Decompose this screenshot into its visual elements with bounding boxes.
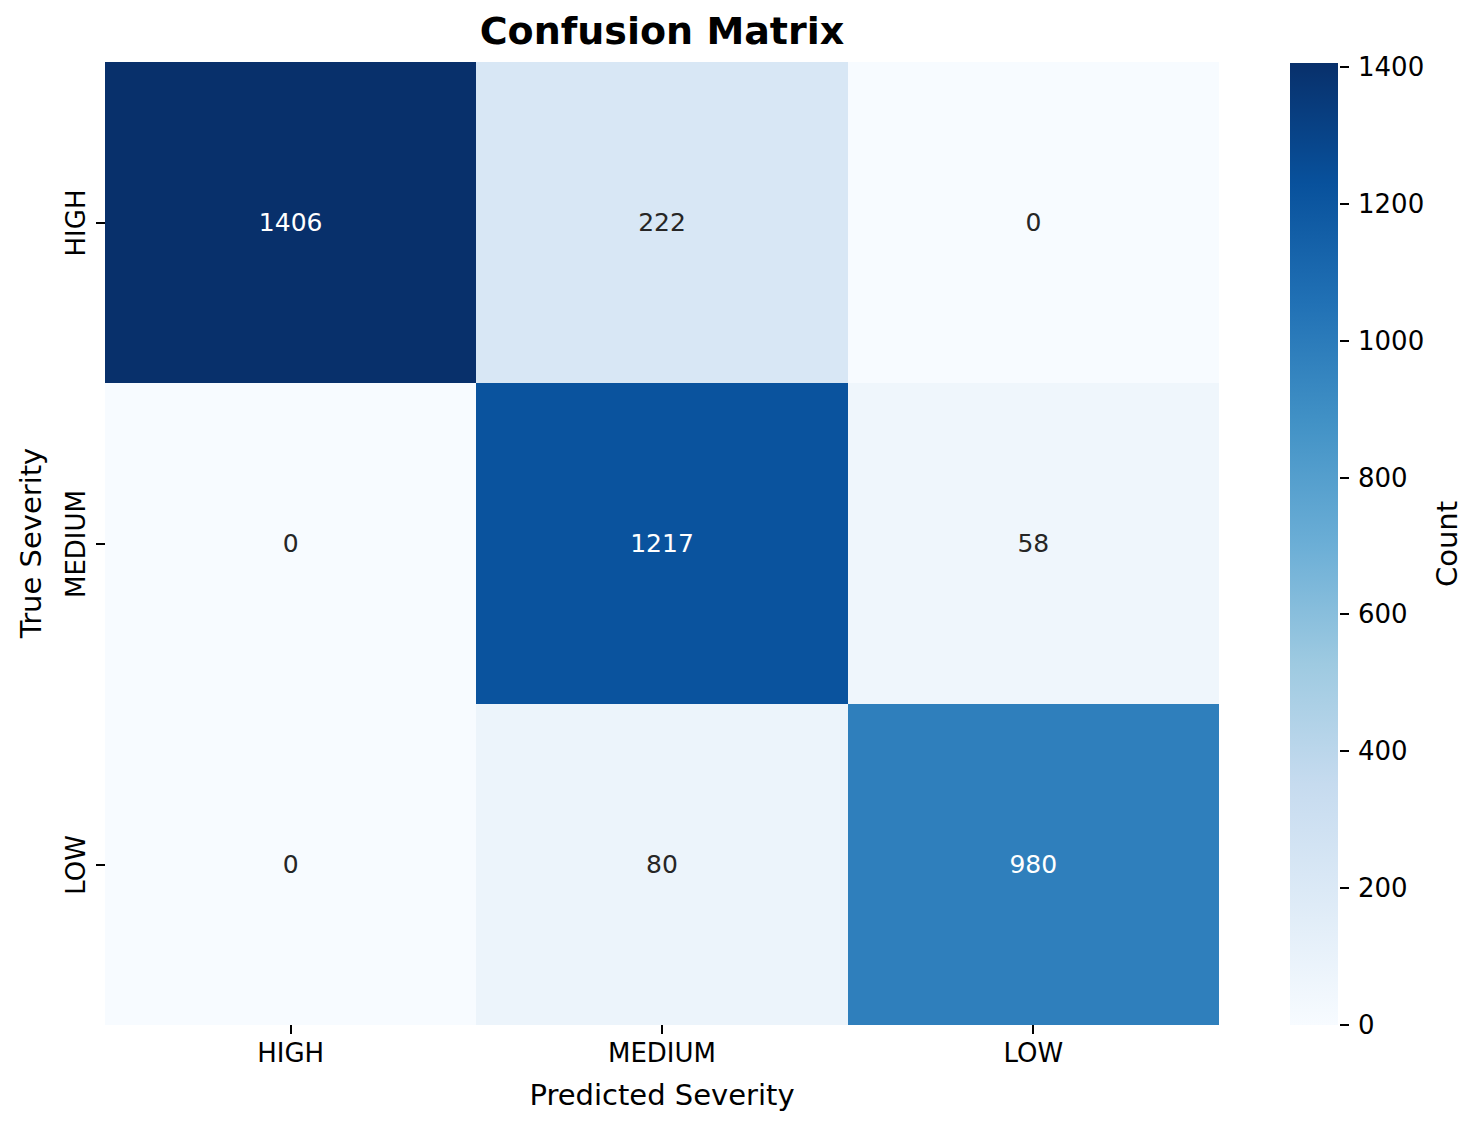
heatmap-cell-medium-high: 0: [105, 383, 476, 704]
colorbar-tick-mark: [1340, 203, 1349, 205]
chart-title: Confusion Matrix: [105, 9, 1219, 55]
colorbar-tick-label: 1000: [1358, 326, 1424, 356]
colorbar-tick-mark: [1340, 340, 1349, 342]
colorbar-tick-mark: [1340, 1024, 1349, 1026]
x-tick-label-low: LOW: [1003, 1038, 1063, 1069]
colorbar-tick-mark: [1340, 887, 1349, 889]
confusion-matrix-figure: Confusion Matrix 1406 222 0 0 1217 58 0 …: [0, 0, 1479, 1132]
heatmap-cell-high-low: 0: [848, 62, 1219, 383]
x-tick-label-high: HIGH: [257, 1038, 324, 1069]
y-axis-label: True Severity: [14, 448, 48, 639]
heatmap-grid: 1406 222 0 0 1217 58 0 80 980: [105, 62, 1219, 1025]
heatmap-cell-low-low: 980: [848, 704, 1219, 1025]
heatmap-cell-low-medium: 80: [476, 704, 847, 1025]
heatmap-cell-medium-medium: 1217: [476, 383, 847, 704]
y-tick-mark: [96, 543, 105, 545]
x-tick-label-medium: MEDIUM: [608, 1038, 716, 1069]
colorbar-tick-label: 800: [1358, 463, 1408, 493]
colorbar-tick-label: 1400: [1358, 52, 1424, 82]
heatmap-cell-low-high: 0: [105, 704, 476, 1025]
y-tick-label-high: HIGH: [61, 189, 91, 256]
colorbar-tick-mark: [1340, 66, 1349, 68]
colorbar-tick-label: 600: [1358, 599, 1408, 629]
colorbar-tick-label: 0: [1358, 1010, 1375, 1040]
heatmap-cell-high-medium: 222: [476, 62, 847, 383]
colorbar-tick-label: 400: [1358, 736, 1408, 766]
heatmap-cell-medium-low: 58: [848, 383, 1219, 704]
colorbar-tick-mark: [1340, 477, 1349, 479]
colorbar-gradient: [1290, 63, 1338, 1025]
x-tick-mark: [290, 1025, 292, 1034]
heatmap-cell-high-high: 1406: [105, 62, 476, 383]
colorbar-label: Count: [1430, 501, 1464, 587]
y-tick-label-low: LOW: [61, 835, 91, 895]
y-tick-mark: [96, 222, 105, 224]
colorbar-tick-mark: [1340, 613, 1349, 615]
x-tick-mark: [1032, 1025, 1034, 1034]
colorbar-tick-label: 200: [1358, 873, 1408, 903]
colorbar-tick-label: 1200: [1358, 189, 1424, 219]
x-tick-mark: [661, 1025, 663, 1034]
y-tick-mark: [96, 864, 105, 866]
x-axis-label: Predicted Severity: [105, 1078, 1219, 1113]
y-tick-label-medium: MEDIUM: [61, 489, 91, 597]
colorbar-tick-mark: [1340, 750, 1349, 752]
